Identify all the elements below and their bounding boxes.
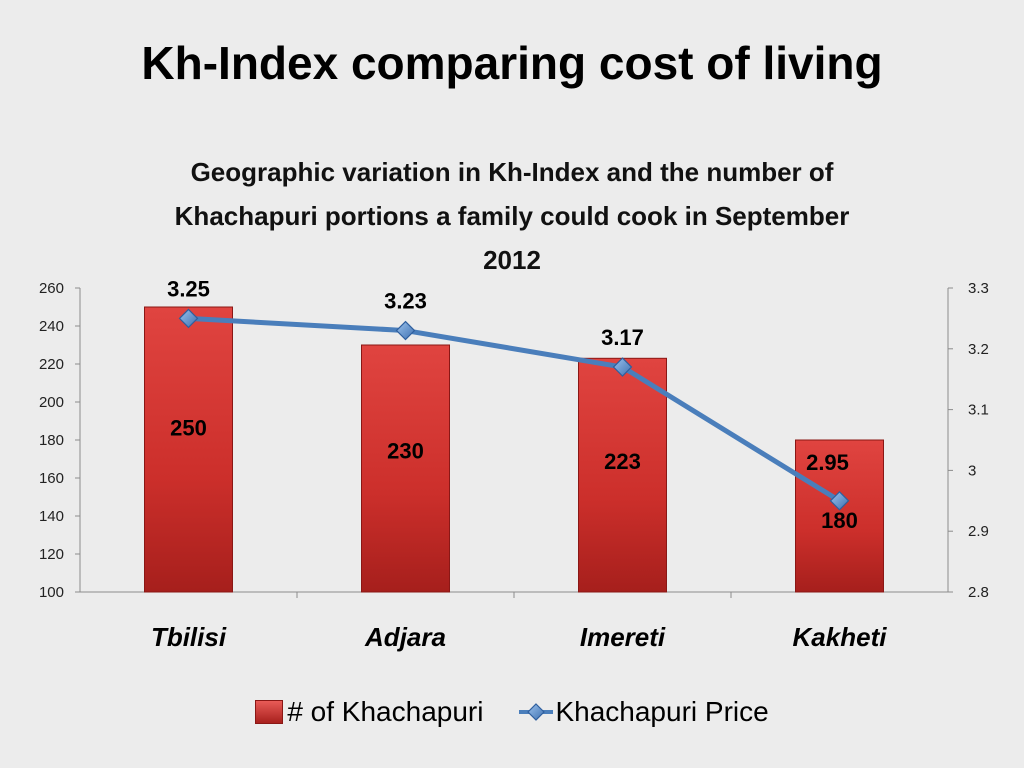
bars — [144, 306, 884, 593]
chart-title-line-3: 2012 — [483, 245, 541, 275]
category-label: Adjara — [364, 622, 446, 652]
bar-imereti — [578, 357, 667, 593]
bar-kakheti — [795, 439, 884, 593]
price-data-label: 3.17 — [601, 325, 644, 350]
bar-data-label: 250 — [170, 416, 207, 441]
category-label: Kakheti — [793, 622, 888, 652]
left-tick-label: 100 — [39, 584, 64, 601]
left-tick-label: 140 — [39, 508, 64, 525]
price-data-label: 3.25 — [167, 276, 210, 301]
price-line — [178, 308, 850, 511]
left-tick-label: 160 — [39, 470, 64, 487]
right-tick-label: 3.3 — [968, 280, 989, 297]
category-label: Tbilisi — [151, 622, 227, 652]
chart-title-line-2: Khachapuri portions a family could cook … — [174, 201, 850, 231]
price-marker — [395, 320, 416, 341]
price-marker — [612, 357, 633, 377]
left-tick-label: 220 — [39, 356, 64, 373]
legend-bar-label: # of Khachapuri — [287, 696, 484, 727]
axes: 100 120 140 160 180 200 220 240 260 2.8 2.9 3 3.1 3.2… — [39, 280, 989, 601]
legend-item-khachapuri-price: Khachapuri Price — [519, 696, 769, 728]
legend-line-label: Khachapuri Price — [555, 696, 769, 727]
category-label: Imereti — [580, 622, 666, 652]
bar-tbilisi — [144, 306, 233, 593]
price-series-line — [188, 315, 841, 503]
right-tick-label: 3.2 — [968, 341, 989, 358]
price-data-label: 2.95 — [806, 450, 849, 475]
right-tick-label: 2.8 — [968, 584, 989, 601]
bar-data-labels: 250 230 223 180 — [170, 416, 858, 534]
price-data-label: 3.23 — [384, 289, 427, 314]
left-tick-label: 180 — [39, 432, 64, 449]
right-tick-label: 3 — [968, 462, 976, 479]
legend: # of Khachapuri Khachapuri Price — [0, 696, 1024, 728]
bar-data-label: 230 — [387, 439, 424, 464]
price-data-labels: 3.25 3.23 3.17 2.95 — [167, 276, 849, 474]
left-tick-label: 200 — [39, 394, 64, 411]
slide-title: Kh-Index comparing cost of living — [141, 37, 883, 89]
category-labels: Tbilisi Adjara Imereti Kakheti — [151, 622, 887, 652]
left-tick-label: 240 — [39, 318, 64, 335]
right-tick-label: 3.1 — [968, 402, 989, 419]
price-marker — [178, 308, 199, 329]
chart-title: Geographic variation in Kh-Index and the… — [112, 150, 912, 282]
bar-adjara — [361, 344, 450, 593]
right-tick-label: 2.9 — [968, 523, 989, 540]
left-tick-label: 120 — [39, 546, 64, 563]
chart-title-line-1: Geographic variation in Kh-Index and the… — [190, 157, 834, 187]
bar-data-label: 223 — [604, 449, 641, 474]
bar-data-label: 180 — [821, 508, 858, 533]
legend-bar-swatch — [255, 700, 284, 724]
left-tick-label: 260 — [39, 280, 64, 297]
price-marker — [829, 490, 850, 511]
legend-line-swatch — [519, 703, 554, 721]
legend-item-khachapuri-count: # of Khachapuri — [255, 696, 483, 728]
